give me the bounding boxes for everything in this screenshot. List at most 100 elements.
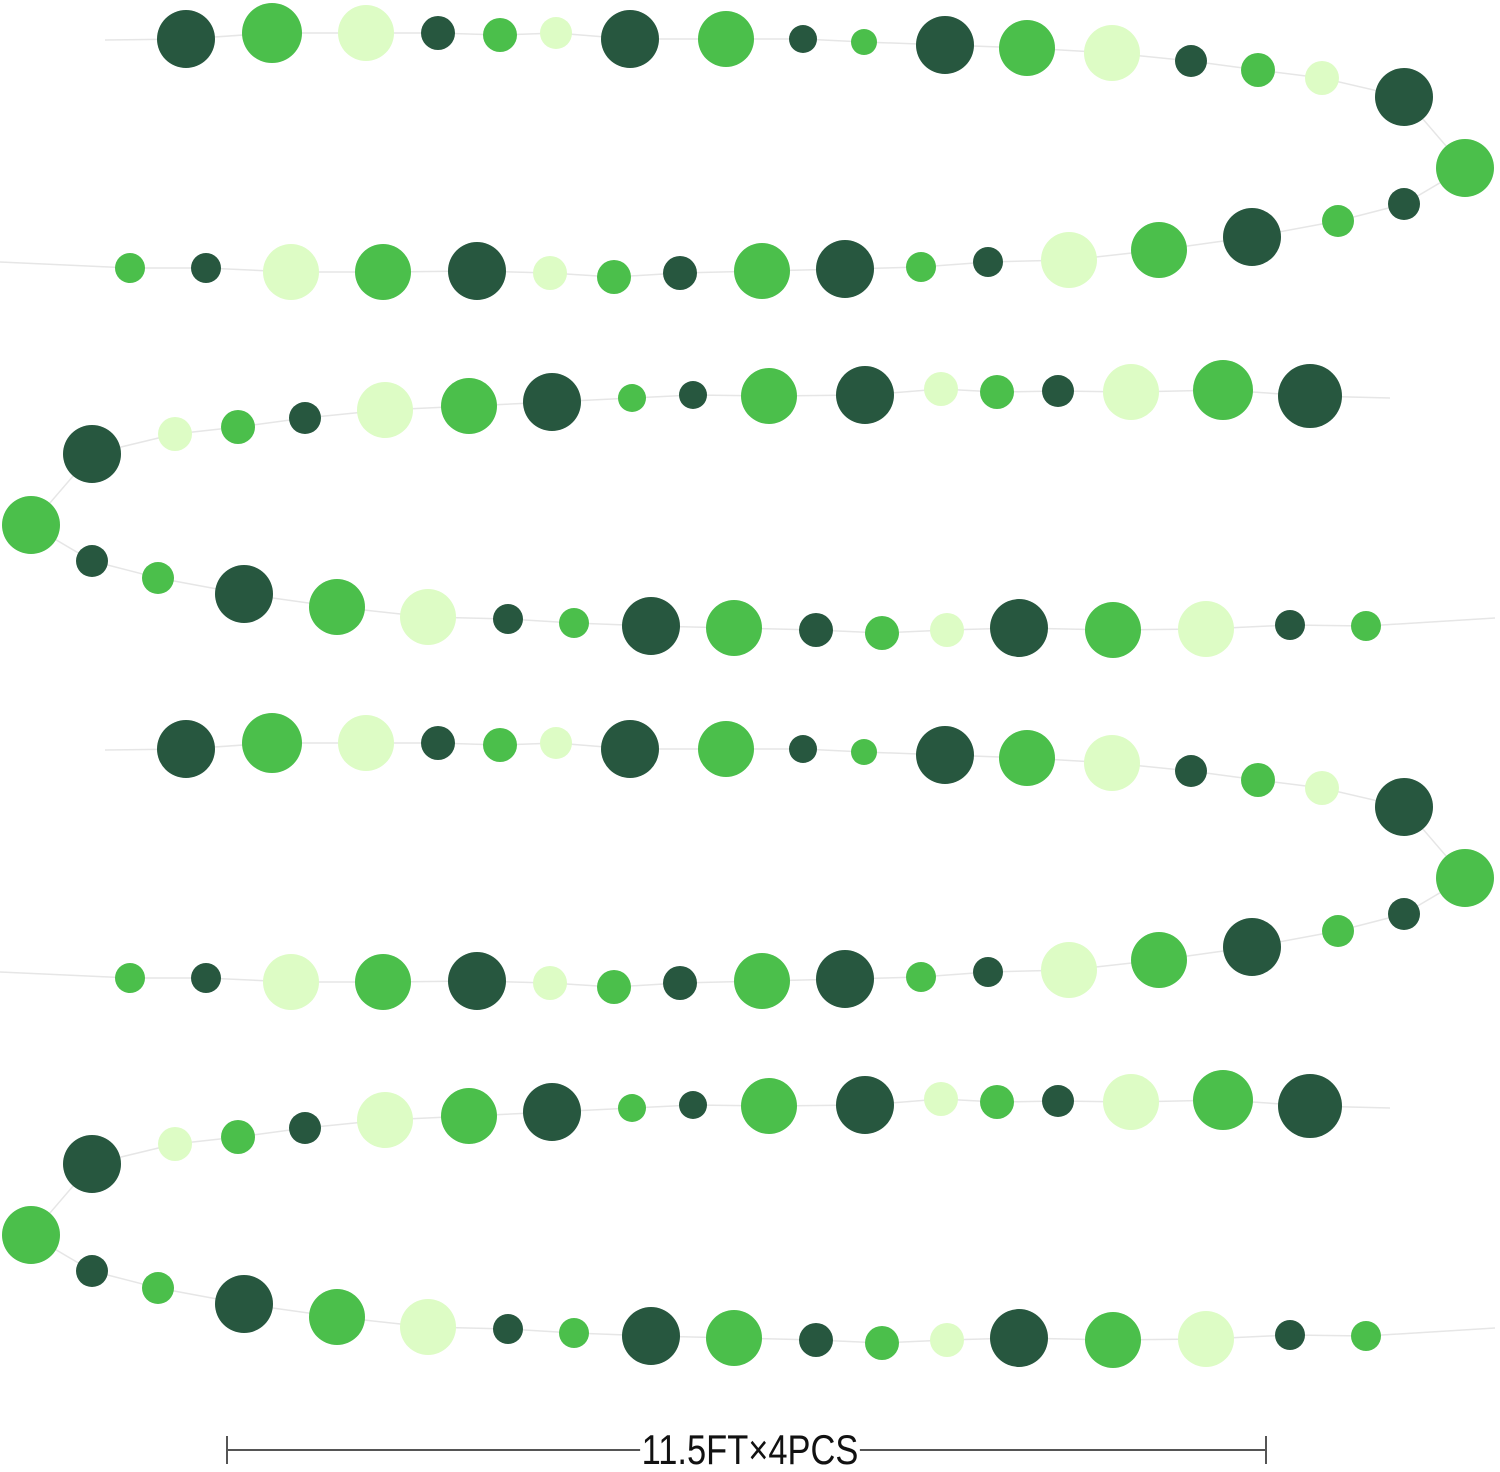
light-green-dot bbox=[1103, 364, 1159, 420]
green-dot bbox=[1193, 360, 1253, 420]
green-dot bbox=[980, 1085, 1014, 1119]
dark-green-dot bbox=[63, 425, 121, 483]
dark-green-dot bbox=[289, 402, 321, 434]
dark-green-dot bbox=[1042, 1085, 1074, 1117]
green-dot bbox=[2, 1206, 60, 1264]
light-green-dot bbox=[158, 417, 192, 451]
green-dot bbox=[355, 244, 411, 300]
dark-green-dot bbox=[1175, 755, 1207, 787]
light-green-dot bbox=[263, 244, 319, 300]
dark-green-dot bbox=[601, 720, 659, 778]
green-dot bbox=[851, 739, 877, 765]
green-dot bbox=[1085, 602, 1141, 658]
dark-green-dot bbox=[1223, 918, 1281, 976]
dark-green-dot bbox=[76, 1255, 108, 1287]
dark-green-dot bbox=[215, 565, 273, 623]
garland bbox=[0, 3, 1496, 658]
light-green-dot bbox=[1084, 735, 1140, 791]
light-green-dot bbox=[540, 17, 572, 49]
dark-green-dot bbox=[1275, 1320, 1305, 1350]
dark-green-dot bbox=[789, 25, 817, 53]
light-green-dot bbox=[1041, 942, 1097, 998]
green-dot bbox=[1436, 849, 1494, 907]
green-dot bbox=[906, 252, 936, 282]
dark-green-dot bbox=[799, 613, 833, 647]
green-dot bbox=[483, 728, 517, 762]
dark-green-dot bbox=[448, 242, 506, 300]
green-dot bbox=[1351, 1321, 1381, 1351]
green-dot bbox=[115, 253, 145, 283]
dark-green-dot bbox=[1388, 898, 1420, 930]
dark-green-dot bbox=[1388, 188, 1420, 220]
green-dot bbox=[242, 3, 302, 63]
green-dot bbox=[706, 1310, 762, 1366]
dark-green-dot bbox=[1278, 1074, 1342, 1138]
dark-green-dot bbox=[493, 1314, 523, 1344]
dark-green-dot bbox=[1375, 778, 1433, 836]
light-green-dot bbox=[357, 382, 413, 438]
dark-green-dot bbox=[601, 10, 659, 68]
light-green-dot bbox=[338, 715, 394, 771]
dark-green-dot bbox=[1375, 68, 1433, 126]
light-green-dot bbox=[1305, 61, 1339, 95]
green-dot bbox=[221, 410, 255, 444]
green-dot bbox=[906, 962, 936, 992]
dark-green-dot bbox=[157, 720, 215, 778]
dark-green-dot bbox=[663, 966, 697, 1000]
green-dot bbox=[999, 20, 1055, 76]
green-dot bbox=[698, 721, 754, 777]
green-dot bbox=[1241, 53, 1275, 87]
green-dot bbox=[1131, 222, 1187, 278]
dark-green-dot bbox=[679, 381, 707, 409]
light-green-dot bbox=[930, 613, 964, 647]
dark-green-dot bbox=[191, 963, 221, 993]
light-green-dot bbox=[263, 954, 319, 1010]
light-green-dot bbox=[924, 1082, 958, 1116]
green-dot bbox=[559, 608, 589, 638]
dark-green-dot bbox=[1275, 610, 1305, 640]
green-dot bbox=[1085, 1312, 1141, 1368]
dark-green-dot bbox=[1175, 45, 1207, 77]
garland-illustration bbox=[0, 3, 1496, 1368]
dark-green-dot bbox=[836, 1076, 894, 1134]
dark-green-dot bbox=[289, 1112, 321, 1144]
green-dot bbox=[355, 954, 411, 1010]
green-dot bbox=[483, 18, 517, 52]
dark-green-dot bbox=[523, 373, 581, 431]
dark-green-dot bbox=[816, 240, 874, 298]
dark-green-dot bbox=[990, 599, 1048, 657]
dark-green-dot bbox=[493, 604, 523, 634]
dark-green-dot bbox=[1278, 364, 1342, 428]
green-dot bbox=[618, 384, 646, 412]
dark-green-dot bbox=[1042, 375, 1074, 407]
green-dot bbox=[597, 970, 631, 1004]
dark-green-dot bbox=[799, 1323, 833, 1357]
light-green-dot bbox=[540, 727, 572, 759]
dark-green-dot bbox=[421, 726, 455, 760]
green-dot bbox=[734, 953, 790, 1009]
green-dot bbox=[441, 378, 497, 434]
green-dot bbox=[741, 1078, 797, 1134]
light-green-dot bbox=[1178, 601, 1234, 657]
dark-green-dot bbox=[215, 1275, 273, 1333]
dark-green-dot bbox=[523, 1083, 581, 1141]
green-dot bbox=[618, 1094, 646, 1122]
light-green-dot bbox=[1103, 1074, 1159, 1130]
light-green-dot bbox=[338, 5, 394, 61]
green-dot bbox=[865, 616, 899, 650]
green-dot bbox=[734, 243, 790, 299]
light-green-dot bbox=[158, 1127, 192, 1161]
dark-green-dot bbox=[973, 957, 1003, 987]
green-dot bbox=[1322, 205, 1354, 237]
dark-green-dot bbox=[679, 1091, 707, 1119]
light-green-dot bbox=[1041, 232, 1097, 288]
dark-green-dot bbox=[421, 16, 455, 50]
dimension-tick-left bbox=[226, 1436, 228, 1464]
dark-green-dot bbox=[789, 735, 817, 763]
dark-green-dot bbox=[973, 247, 1003, 277]
green-dot bbox=[851, 29, 877, 55]
green-dot bbox=[2, 496, 60, 554]
green-dot bbox=[142, 1272, 174, 1304]
green-dot bbox=[706, 600, 762, 656]
